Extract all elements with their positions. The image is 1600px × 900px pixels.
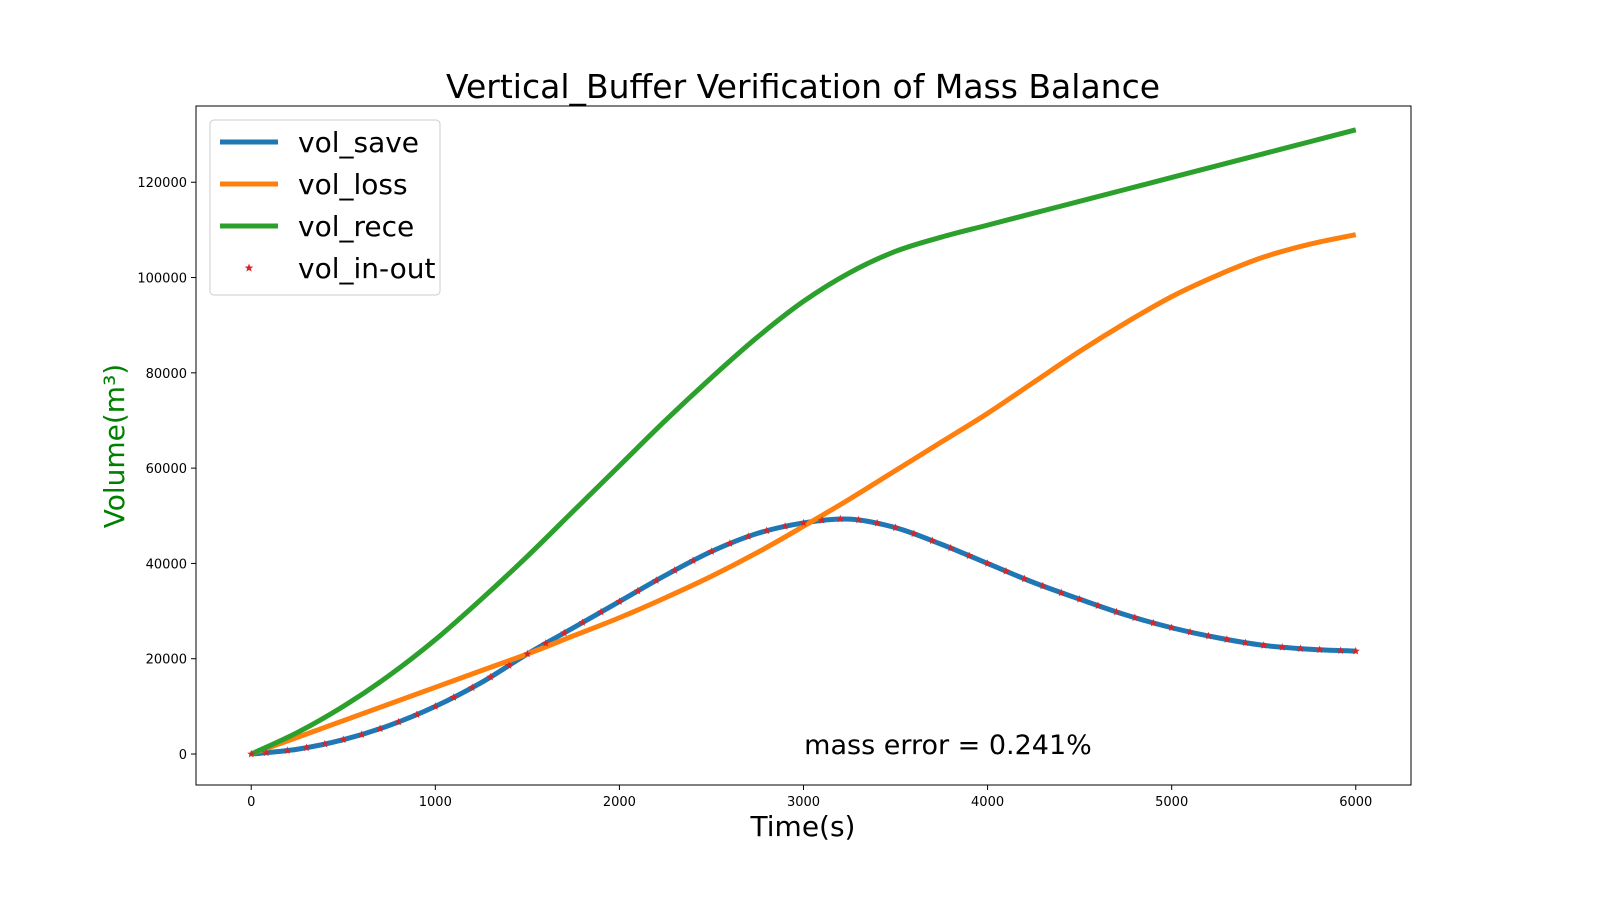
series-marker-vol-in-out <box>725 539 734 547</box>
series-marker-vol-in-out <box>597 607 605 616</box>
series-marker-vol-in-out <box>262 748 271 757</box>
series-marker-vol-in-out <box>283 746 292 754</box>
series-marker-vol-in-out <box>1020 574 1029 583</box>
series-marker-vol-in-out <box>357 730 366 738</box>
y-tick-label: 20000 <box>146 653 187 668</box>
series-marker-vol-in-out <box>1094 601 1103 610</box>
series-marker-vol-in-out <box>320 739 329 748</box>
y-tick-label: 0 <box>179 748 187 763</box>
series-marker-vol-in-out <box>983 559 992 567</box>
series-marker-vol-in-out <box>1241 638 1250 647</box>
series-marker-vol-in-out <box>652 576 661 584</box>
series-marker-vol-in-out <box>873 518 882 527</box>
y-tick-label: 80000 <box>146 367 187 382</box>
x-tick-label: 2000 <box>603 795 636 810</box>
series-line-vol-save <box>250 516 1356 757</box>
series-marker-vol-in-out <box>541 639 550 647</box>
mass-error-annotation: mass error = 0.241% <box>804 730 1092 761</box>
series-marker-vol-in-out <box>1002 566 1010 575</box>
series-marker-vol-in-out <box>707 547 716 555</box>
series-marker-vol-in-out <box>799 518 808 527</box>
x-tick-label: 5000 <box>1155 795 1188 810</box>
x-axis: 0 1000 2000 3000 4000 5000 6000 <box>247 785 1372 810</box>
series-marker-vol-in-out <box>670 566 679 574</box>
series-marker-vol-in-out <box>689 556 698 564</box>
series-marker-vol-in-out <box>449 693 458 701</box>
series-marker-vol-in-out <box>1186 627 1195 636</box>
plot-frame <box>195 105 1412 786</box>
series-marker-vol-in-out <box>1075 594 1084 603</box>
series-marker-vol-in-out <box>1112 607 1121 616</box>
series-marker-vol-in-out <box>965 551 974 560</box>
series-marker-vol-in-out <box>891 523 900 532</box>
legend: vol_save vol_loss vol_rece vol_in-out <box>209 119 441 296</box>
series-line-vol-loss <box>250 232 1357 757</box>
legend-label: vol_save <box>298 126 419 159</box>
series-marker-vol-in-out <box>781 522 790 530</box>
legend-label: vol_in-out <box>298 252 436 285</box>
series-marker-vol-in-out <box>504 661 513 669</box>
series-line-vol-rece <box>250 127 1357 757</box>
series-marker-vol-in-out <box>412 710 421 718</box>
legend-swatch <box>244 263 254 272</box>
series-marker-vol-in-out <box>744 532 753 540</box>
series-marker-vol-in-out <box>376 724 385 733</box>
series-marker-vol-in-out <box>1351 646 1360 655</box>
series-marker-vol-in-out <box>817 516 826 524</box>
x-tick-label: 4000 <box>971 795 1004 810</box>
series-marker-vol-in-out <box>633 586 642 595</box>
series-marker-vol-in-out <box>247 749 256 758</box>
series-marker-vol-in-out <box>1038 581 1047 590</box>
y-tick-label: 120000 <box>137 176 187 191</box>
series-marker-vol-in-out <box>946 543 955 552</box>
series-marker-vol-in-out <box>615 597 624 605</box>
series-marker-vol-in-out <box>468 683 477 692</box>
series-marker-vol-in-out <box>1149 618 1158 627</box>
x-tick-label: 3000 <box>787 795 820 810</box>
series-marker-vol-in-out <box>909 529 918 538</box>
plot-area <box>247 127 1360 758</box>
y-tick-label: 100000 <box>137 272 187 287</box>
series-marker-vol-in-out <box>762 526 771 535</box>
x-tick-label: 0 <box>247 795 255 810</box>
series-marker-vol-in-out <box>302 743 311 752</box>
series-marker-vol-in-out <box>1296 644 1305 653</box>
series-marker-vol-in-out <box>1057 588 1066 597</box>
series-marker-vol-in-out <box>394 717 403 726</box>
y-tick-label: 40000 <box>146 557 187 572</box>
x-tick-label: 1000 <box>419 795 452 810</box>
chart-title: Vertical_Buffer Verification of Mass Bal… <box>446 67 1160 106</box>
series-marker-vol-in-out <box>1222 635 1231 643</box>
series-marker-vol-in-out <box>1278 643 1287 651</box>
series-marker-vol-in-out <box>1130 613 1139 622</box>
series-marker-vol-in-out <box>928 536 937 545</box>
x-tick-label: 6000 <box>1339 795 1372 810</box>
legend-box <box>209 119 441 296</box>
y-axis-label: Volume(m³) <box>98 364 131 529</box>
x-axis-label: Time(s) <box>750 810 856 843</box>
series-marker-vol-in-out <box>1204 631 1213 640</box>
series-marker-vol-in-out <box>836 514 845 523</box>
series-marker-vol-in-out <box>486 672 495 681</box>
series-marker-vol-in-out <box>431 702 440 710</box>
series-marker-vol-in-out <box>578 618 587 626</box>
series-marker-vol-in-out <box>854 515 863 524</box>
series-marker-vol-in-out <box>1259 641 1268 649</box>
series-marker-vol-in-out <box>560 628 569 637</box>
series-marker-vol-in-out <box>339 735 348 744</box>
series-marker-vol-in-out <box>1336 646 1345 654</box>
y-tick-label: 60000 <box>146 462 187 477</box>
legend-label: vol_loss <box>298 168 408 201</box>
y-axis: 0 20000 40000 60000 80000 100000 120000 <box>137 176 196 763</box>
series-marker-vol-in-out <box>1315 645 1324 654</box>
series-marker-vol-in-out <box>523 649 532 658</box>
legend-label: vol_rece <box>298 210 414 243</box>
series-marker-vol-in-out <box>1167 623 1176 632</box>
